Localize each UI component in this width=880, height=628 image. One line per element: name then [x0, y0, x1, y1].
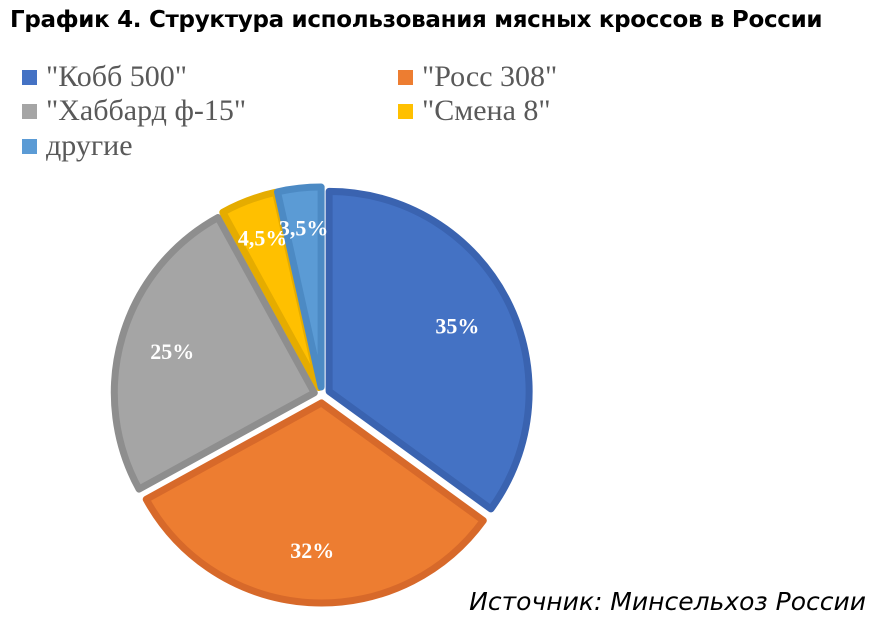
chart-legend: "Кобб 500" "Росс 308" "Хаббард ф-15" "См…	[0, 0, 880, 170]
legend-item-hubbard: "Хаббард ф-15"	[22, 94, 246, 128]
legend-label-other: другие	[46, 129, 133, 162]
legend-swatch-smena8	[398, 103, 413, 119]
pie-slice-hubbard	[110, 214, 318, 493]
pie-slice-other	[273, 183, 325, 391]
source-note: Источник: Минсельхоз России	[469, 587, 866, 616]
data-label-ross308: 32%	[290, 538, 334, 563]
legend-swatch-ross308	[398, 69, 413, 85]
legend-swatch-other	[22, 138, 37, 154]
legend-label-hubbard: "Хаббард ф-15"	[46, 94, 247, 127]
legend-item-kobb500: "Кобб 500"	[22, 60, 187, 94]
pie-slice-kobb500	[325, 187, 533, 513]
data-label-smena8: 4,5%	[238, 225, 288, 250]
legend-swatch-hubbard	[22, 103, 37, 119]
legend-item-smena8: "Смена 8"	[398, 94, 551, 128]
legend-label-ross308: "Росс 308"	[422, 60, 558, 93]
data-label-hubbard: 25%	[150, 339, 194, 364]
legend-label-smena8: "Смена 8"	[422, 94, 551, 127]
data-label-kobb500: 35%	[435, 313, 479, 338]
legend-item-ross308: "Росс 308"	[398, 60, 557, 94]
legend-swatch-kobb500	[22, 69, 37, 85]
data-label-other: 3,5%	[279, 216, 329, 241]
chart-title: График 4. Структура использования мясных…	[10, 7, 823, 33]
legend-item-other: другие	[22, 129, 133, 163]
pie-slice-ross308	[142, 399, 487, 607]
legend-label-kobb500: "Кобб 500"	[46, 60, 188, 93]
